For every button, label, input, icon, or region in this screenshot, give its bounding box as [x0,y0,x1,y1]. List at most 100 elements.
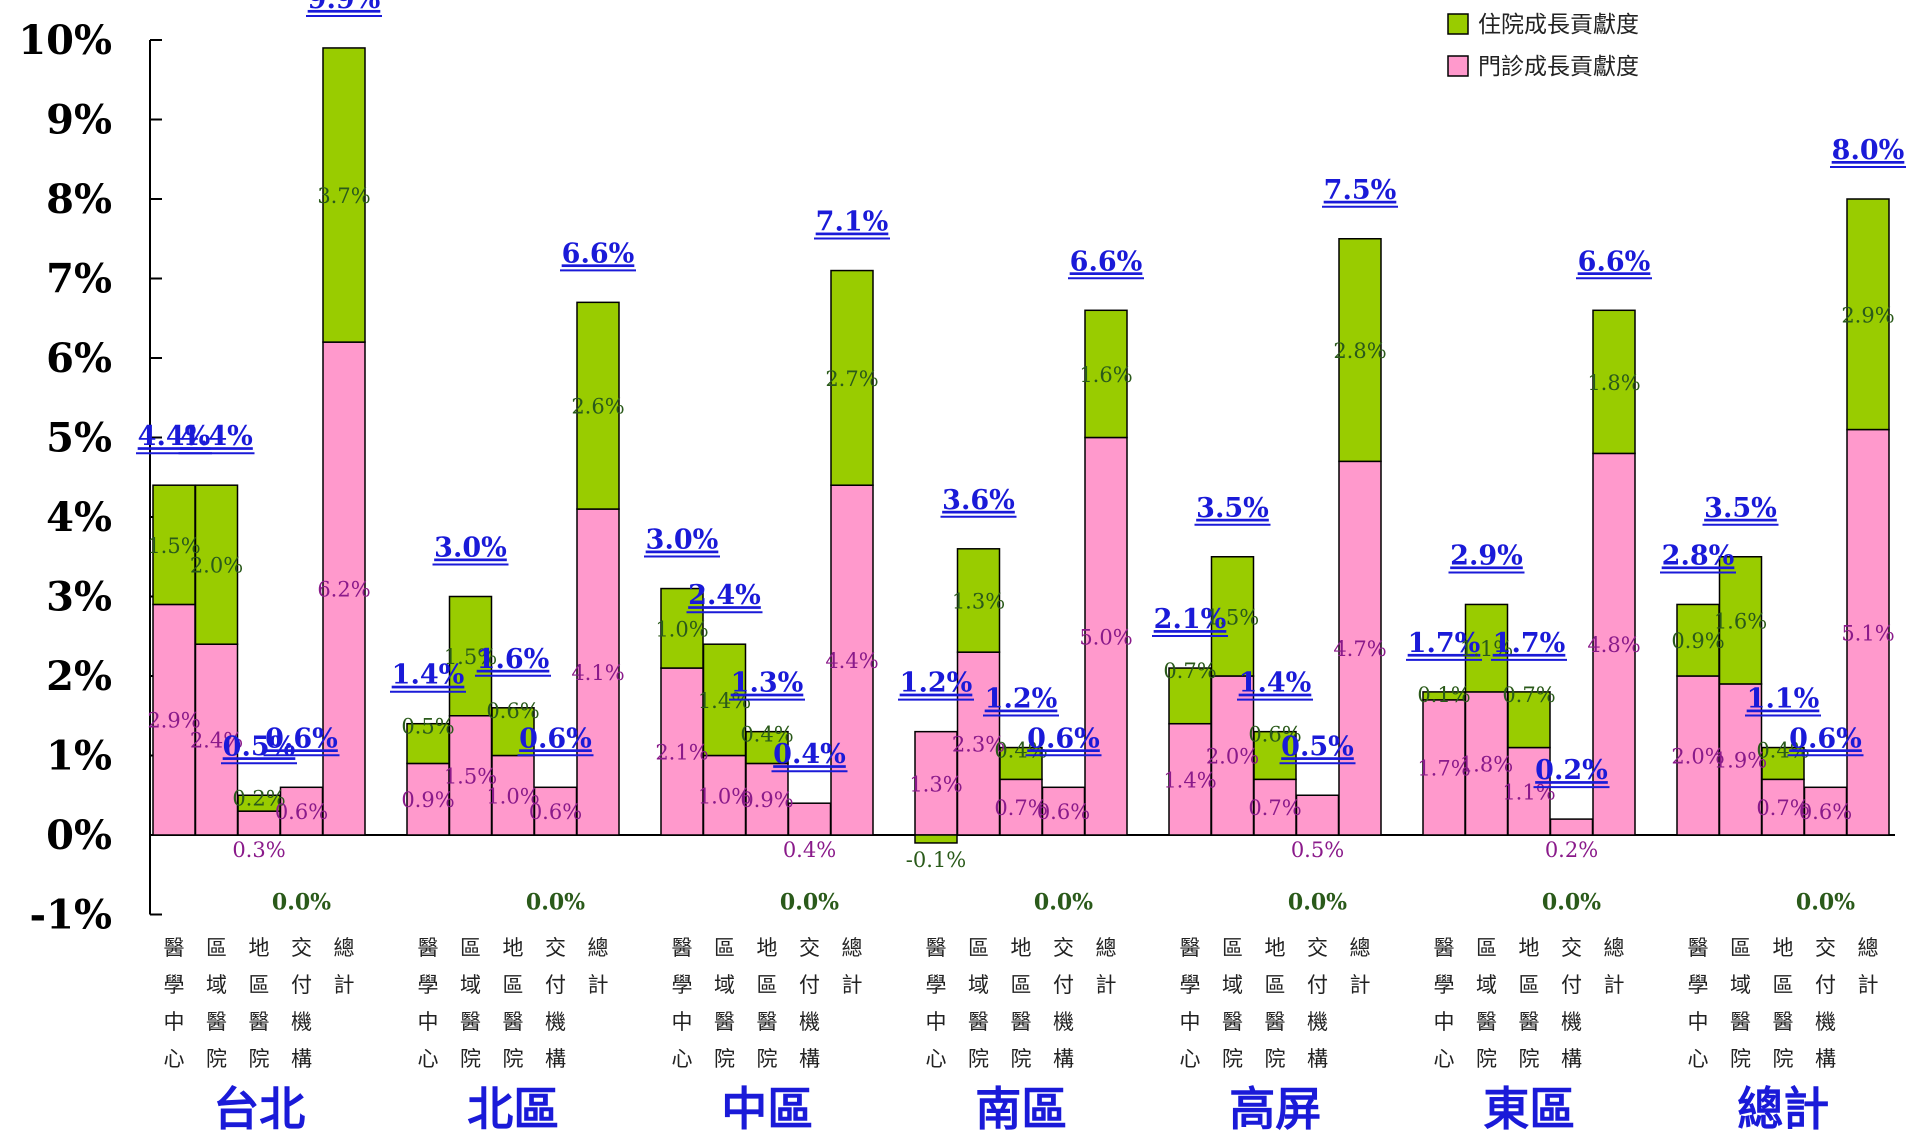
subcategory-char: 醫 [503,1010,524,1034]
outpatient-value-label: 0.6% [1037,800,1090,824]
bar-inpatient [1761,746,1805,781]
outpatient-value-label: 2.0% [1206,745,1259,769]
bar-inpatient [152,484,196,606]
subcategory-char: 總 [334,936,355,960]
outpatient-value-label: 1.4% [1163,768,1216,792]
bar-outpatient [322,341,366,836]
bar-outpatient [194,643,239,836]
region-label: 高屏 [1229,1082,1321,1136]
subcategory-char: 域 [1476,973,1497,997]
bar-outpatient [576,508,620,836]
y-axis: 10% 9% 8% 7% 6% 5% 4% 3% 2% 1% 0% -1% [18,17,1895,939]
total-value-label: 6.6% [1070,246,1143,277]
outpatient-value-label: 0.6% [529,800,582,824]
bar-inpatient [1592,309,1636,455]
bar-outpatient [999,778,1043,836]
subcategory-char: 中 [1180,1010,1201,1034]
total-value-label: 0.6% [265,723,338,754]
subcategory-char: 學 [926,973,947,997]
outpatient-value-label: 2.9% [147,709,200,733]
subcategory-char: 域 [714,973,735,997]
subcategory-char: 院 [1011,1047,1032,1071]
subcategory-char: 付 [1815,973,1836,997]
subcategory-char: 機 [1053,1010,1074,1034]
subcategory-char: 心 [672,1047,693,1071]
bar-inpatient [1168,667,1212,725]
subcategory-char: 區 [1519,973,1540,997]
outpatient-value-label: 6.2% [317,578,370,602]
subcategory-char: 心 [1688,1047,1709,1071]
total-value-label: 2.1% [1154,604,1227,635]
inpatient-value-label: 1.0% [655,617,708,641]
total-value-label: 0.5% [1281,731,1354,762]
inpatient-value-label: 0.0% [1288,890,1347,916]
y-tick-label: 9% [46,97,112,144]
subcategory-char: 心 [418,1047,439,1071]
subcategory-char: 醫 [1222,1010,1243,1034]
total-value-label: 7.5% [1324,175,1397,206]
outpatient-value-label: 1.8% [1460,752,1513,776]
inpatient-value-label: 0.6% [1248,723,1301,747]
subcategory-char: 域 [460,973,481,997]
inpatient-value-label: 0.0% [1796,890,1855,916]
subcategory-char: 構 [1815,1047,1836,1071]
subcategory-char: 院 [249,1047,270,1071]
subcategory-char: 學 [1688,973,1709,997]
y-tick-label: 8% [46,176,112,223]
subcategory-char: 機 [291,1010,312,1034]
subcategory-char: 交 [545,936,566,960]
subcategory-char: 院 [1265,1047,1286,1071]
subcategory-char: 地 [1519,936,1540,960]
outpatient-value-label: 1.1% [1502,780,1555,804]
subcategory-char: 計 [334,973,355,997]
outpatient-value-label: 2.4% [190,729,243,753]
outpatient-value-label: 0.7% [994,796,1047,820]
bar-inpatient [956,548,1001,653]
subcategory-char: 地 [249,936,270,960]
subcategory-char: 學 [418,973,439,997]
outpatient-value-label: 0.7% [1248,796,1301,820]
bar-outpatient [1761,778,1805,836]
subcategory-char: 構 [545,1047,566,1071]
inpatient-value-label: -0.1% [906,848,966,872]
y-tick-label: 4% [46,494,112,541]
subcategory-char: 區 [1773,973,1794,997]
inpatient-value-label: 0.1% [1417,683,1470,707]
total-value-label: 1.4% [392,660,465,691]
subcategory-char: 付 [1307,973,1328,997]
total-value-label: 4.4% [138,421,211,452]
subcategory-char: 區 [757,973,778,997]
region-label: 中區 [721,1082,813,1136]
total-value-label: 1.2% [985,684,1058,715]
bar-inpatient [830,269,874,486]
inpatient-value-label: 0.7% [1502,683,1555,707]
subcategory-char: 交 [1053,936,1074,960]
inpatient-value-label: 0.7% [1163,659,1216,683]
subcategory-char: 付 [1053,973,1074,997]
bar-outpatient [491,754,535,836]
bar-inpatient [745,730,789,765]
outpatient-value-label: 4.4% [825,649,878,673]
subcategory-char: 計 [1350,973,1371,997]
subcategory-char: 機 [1561,1010,1582,1034]
inpatient-value-label: 3.7% [317,184,370,208]
bar-inpatient [1846,198,1890,431]
subcategory-char: 學 [1434,973,1455,997]
subcategory-char: 總 [1096,936,1117,960]
outpatient-value-label: 1.5% [444,764,497,788]
subcategory-char: 計 [1858,973,1879,997]
inpatient-value-label: 1.4% [698,689,751,713]
legend-entry-label: 門診成長貢獻度 [1478,54,1639,80]
inpatient-value-label: 0.5% [401,715,454,739]
inpatient-value-label: 2.9% [1841,303,1894,327]
bar-outpatient [1549,818,1594,836]
legend-swatch [1447,55,1469,77]
inpatient-value-label: 0.0% [1034,890,1093,916]
region-label: 南區 [975,1082,1067,1136]
y-tick-label: 0% [46,812,112,859]
inpatient-value-label: 2.6% [571,395,624,419]
subcategory-char: 區 [460,936,481,960]
subcategory-char: 院 [1519,1047,1540,1071]
bar-inpatient [448,595,493,717]
